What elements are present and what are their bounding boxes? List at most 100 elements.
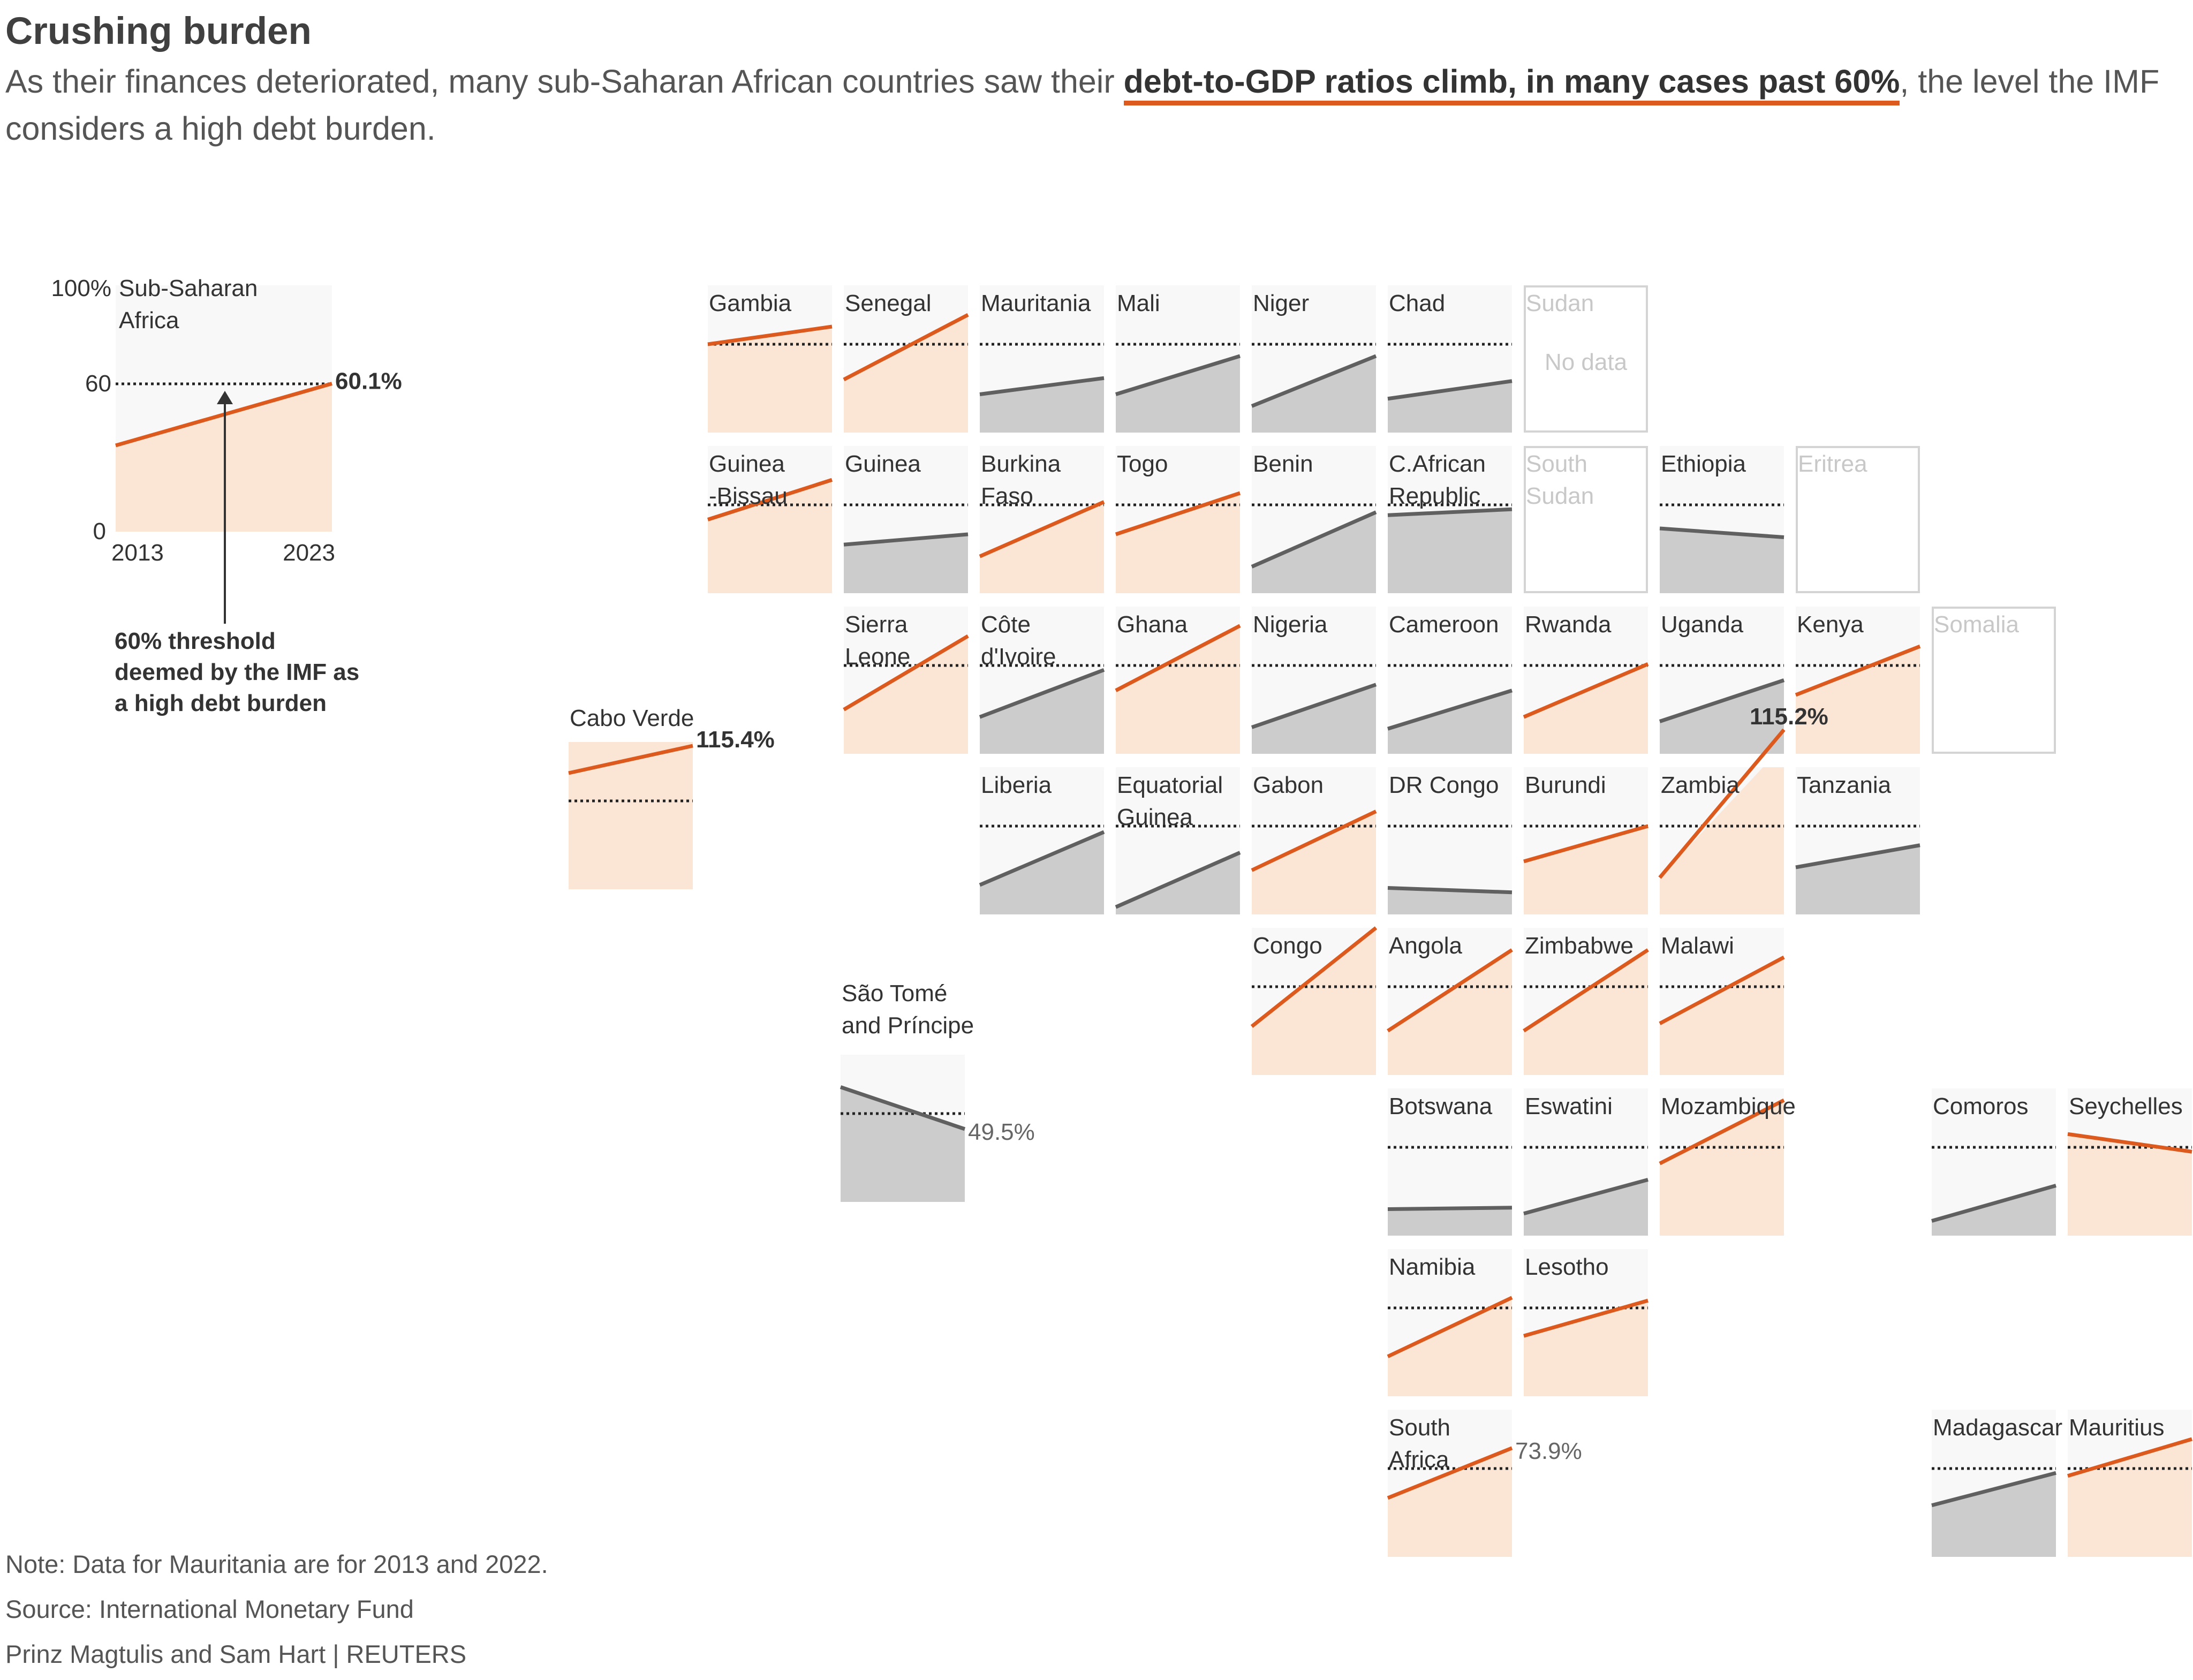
area-fill: [1388, 888, 1512, 914]
country-label: Sudan: [1526, 483, 1594, 509]
subtitle-highlight: debt-to-GDP ratios climb, in many cases …: [1123, 63, 1900, 105]
area-fill: [1252, 512, 1376, 593]
area-fill: [980, 832, 1104, 914]
series-line: [2067, 1437, 2192, 1478]
area-fill: [980, 502, 1104, 593]
country-tile: Seychelles: [2067, 1088, 2192, 1236]
country-label: Somalia: [1934, 611, 2019, 638]
country-tile: Lesotho: [1523, 1249, 1648, 1396]
country-tile: Gambia: [707, 285, 833, 433]
country-label: Eswatini: [1525, 1093, 1613, 1119]
country-label: Cabo Verde: [570, 705, 694, 731]
x-tick-label: 2013: [111, 540, 164, 566]
area-fill: [1660, 1100, 1784, 1236]
country-tile: Congo: [1250, 926, 1378, 1075]
country-label: Zimbabwe: [1525, 933, 1634, 959]
area-fill: [1116, 356, 1240, 433]
series-line: [1250, 926, 1378, 1028]
country-tile: Somalia: [1932, 607, 2056, 754]
annotation-arrowhead: [217, 391, 233, 404]
country-label: Togo: [1117, 451, 1168, 477]
series-line: [979, 668, 1105, 719]
country-label: Mauritius: [2069, 1414, 2165, 1441]
area-fill: [1252, 356, 1376, 433]
country-label: Ethiopia: [1661, 451, 1746, 477]
no-data-box: [1796, 446, 1920, 593]
series-line: [979, 830, 1105, 887]
country-tile: Ethiopia: [1659, 446, 1784, 593]
country-tile: Tanzania: [1795, 767, 1920, 914]
no-data-box: [1932, 607, 2056, 754]
country-tile: Sierra Leone: [843, 607, 969, 754]
area-fill: [1388, 381, 1512, 433]
area-fill: [1660, 528, 1784, 593]
area-fill: [841, 1087, 965, 1202]
series-line: [1523, 824, 1648, 864]
end-value-label: 49.5%: [968, 1119, 1035, 1145]
series-line: [1115, 624, 1241, 692]
country-tile: Côte d'Ivoire: [979, 607, 1105, 754]
series-line: [843, 313, 969, 382]
country-label: Guinea: [845, 451, 921, 477]
annotation-line: deemed by the IMF as: [115, 659, 359, 685]
series-line: [1523, 662, 1649, 719]
series-line: [1387, 1296, 1513, 1358]
series-line: [1387, 379, 1513, 401]
country-tile: C.African Republic: [1387, 446, 1513, 593]
area-fill: [1388, 509, 1512, 593]
country-label: Africa: [1389, 1447, 1449, 1473]
series-line: [1659, 678, 1785, 723]
y-tick-label: 0: [93, 518, 106, 544]
series-line: [707, 324, 833, 346]
country-tile: Botswana: [1387, 1088, 1513, 1236]
series-line: [1115, 491, 1241, 536]
country-tile: Kenya: [1795, 607, 1921, 754]
country-tile: Benin: [1251, 446, 1377, 593]
y-tick-label: 60: [85, 370, 111, 397]
country-label: Zambia: [1661, 772, 1740, 798]
country-label: Eritrea: [1798, 451, 1867, 477]
series-line: [1523, 948, 1649, 1033]
country-tile: Mali: [1115, 285, 1241, 433]
country-label: Chad: [1389, 290, 1445, 316]
country-tile: Equatorial Guinea: [1115, 767, 1241, 914]
series-line: [1387, 1206, 1513, 1211]
country-label: Senegal: [845, 290, 931, 316]
series-line: [1387, 948, 1513, 1033]
series-line: [979, 500, 1105, 558]
area-fill: [1116, 625, 1240, 754]
area-fill: [980, 670, 1104, 754]
legend-title: Sub-Saharan: [119, 275, 258, 301]
country-label: Uganda: [1661, 611, 1744, 638]
country-label: Rwanda: [1525, 611, 1612, 638]
country-tile: Chad: [1387, 285, 1513, 433]
country-tile: Burundi: [1523, 767, 1648, 914]
country-label: DR Congo: [1389, 772, 1499, 798]
country-label: Benin: [1253, 451, 1313, 477]
area-fill: [1524, 950, 1648, 1075]
country-label: Gabon: [1253, 772, 1324, 798]
country-label: Liberia: [981, 772, 1052, 798]
end-value-label: 73.9%: [1515, 1438, 1582, 1464]
country-tile: São Tomé and Príncipe: [842, 980, 974, 1039]
country-label: d'Ivoire: [981, 644, 1056, 670]
country-label: South: [1526, 451, 1587, 477]
series-line: [1931, 1471, 2056, 1508]
area-fill: [1388, 1448, 1512, 1557]
country-label: -Bissau: [709, 483, 788, 509]
area-fill: [1388, 950, 1512, 1075]
series-line: [1387, 688, 1513, 731]
country-label: and Príncipe: [842, 1012, 974, 1039]
area-fill: [1932, 1473, 2056, 1557]
country-tile: Liberia: [979, 767, 1105, 914]
country-tile: Zambia 115.2%: [1658, 703, 1828, 914]
country-label: Malawi: [1661, 933, 1734, 959]
country-label: Côte: [981, 611, 1031, 638]
annotation-line: a high debt burden: [115, 690, 327, 716]
country-label: Lesotho: [1525, 1254, 1609, 1280]
subtitle-text: As their finances deteriorated, many sub…: [5, 63, 1124, 100]
country-tile: Togo: [1115, 446, 1241, 593]
series-line: [1251, 683, 1377, 729]
series-line: [1659, 1098, 1785, 1166]
